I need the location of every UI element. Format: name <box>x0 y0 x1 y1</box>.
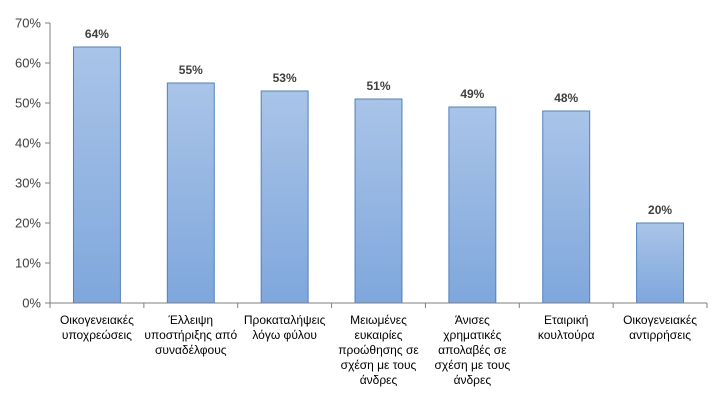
category-label-line: Οικογενειακές <box>623 313 697 327</box>
y-tick-label: 50% <box>15 96 41 111</box>
y-axis-ticks: 0% 10% 20% 30% 40% 50% 60% 70% <box>15 16 50 311</box>
category-label-line: χρηματικές <box>443 328 501 342</box>
data-label: 53% <box>273 71 297 85</box>
category-label-line: προώθησης σε <box>338 343 419 357</box>
category-label-line: συναδέλφους <box>155 343 227 357</box>
data-label: 55% <box>179 63 203 77</box>
category-label-line: Προκαταλήψεις <box>244 313 326 327</box>
category-label-line: Άνισες <box>455 313 490 327</box>
category-label: Εταιρική κουλτούρα <box>538 313 595 342</box>
bar <box>448 106 497 304</box>
y-tick-label: 70% <box>15 16 41 31</box>
data-labels-group: 64% 55% 53% 51% 49% 48% 20% <box>85 27 672 217</box>
y-tick-label: 20% <box>15 216 41 231</box>
bar <box>354 98 403 304</box>
category-label: Έλλειψη υποστήριξης από συναδέλφους <box>144 313 237 357</box>
data-label: 64% <box>85 27 109 41</box>
category-label-line: σχέση με τους <box>341 358 417 372</box>
axes-group <box>49 23 707 304</box>
data-label: 49% <box>460 87 484 101</box>
category-label-line: άνδρες <box>360 373 398 387</box>
y-tick-label: 60% <box>15 56 41 71</box>
bar <box>260 90 309 304</box>
bar <box>166 82 215 304</box>
category-label-line: σχέση με τους <box>435 358 511 372</box>
category-label: Προκαταλήψεις λόγω φύλου <box>244 313 326 342</box>
bar <box>542 110 591 304</box>
category-label-line: Οικογενειακές <box>60 313 134 327</box>
category-label-line: Έλλειψη <box>167 313 213 327</box>
category-label-line: Εταιρική <box>544 313 588 327</box>
category-label-line: άνδρες <box>454 373 492 387</box>
data-label: 20% <box>648 203 672 217</box>
bar <box>636 222 685 304</box>
category-label-line: λόγω φύλου <box>252 328 317 342</box>
bar <box>72 46 121 304</box>
category-label: Οικογενειακές υποχρεώσεις <box>60 313 134 342</box>
category-label: Οικογενειακές αντιρρήσεις <box>623 313 697 342</box>
category-label: Μειωμένες ευκαιρίες προώθησης σε σχέση με τ… <box>338 313 419 387</box>
category-label-line: υποστήριξης από <box>144 328 237 342</box>
y-tick-label: 40% <box>15 136 41 151</box>
y-tick-label: 0% <box>22 296 41 311</box>
category-label-line: κουλτούρα <box>538 328 595 342</box>
y-tick-label: 10% <box>15 256 41 271</box>
category-label-line: απολαβές σε <box>438 343 507 357</box>
category-label: Άνισες χρηματικές απολαβές σε σχέση με τους… <box>435 313 511 387</box>
category-label-line: αντιρρήσεις <box>629 328 691 342</box>
data-label: 51% <box>366 79 390 93</box>
category-label-line: υποχρεώσεις <box>62 328 132 342</box>
data-label: 48% <box>554 91 578 105</box>
category-label-line: Μειωμένες <box>350 313 407 327</box>
y-tick-label: 30% <box>15 176 41 191</box>
category-label-line: ευκαιρίες <box>355 328 403 342</box>
